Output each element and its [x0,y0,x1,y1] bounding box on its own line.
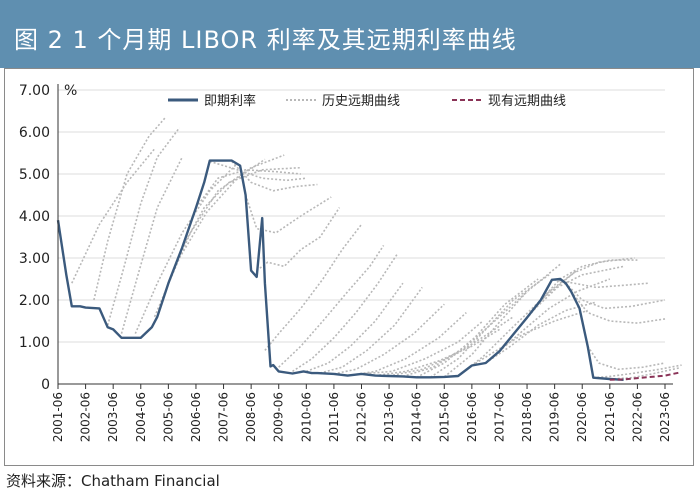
x-tick-labels: 2001-06 2002-06 2003-06 2004-06 2005-06 2006-… [51,392,672,442]
x-tick-label: 2001-06 [51,392,65,442]
x-tick-label: 2018-06 [520,392,534,442]
historical-forward-line [540,259,638,301]
x-tick-label: 2008-06 [244,392,258,442]
y-axis-unit: % [64,83,77,99]
historical-forward-line [430,274,550,378]
grid [58,89,665,343]
x-tick-label: 2014-06 [410,392,424,442]
historical-forward-line [231,160,318,192]
historical-forward-line [256,207,341,272]
axes [57,84,673,389]
x-tick-label: 2004-06 [134,392,148,442]
x-tick-label: 2009-06 [272,392,286,442]
x-tick-label: 2003-06 [106,392,120,442]
historical-forward-line [361,320,484,375]
x-tick-label: 2017-06 [492,392,506,442]
figure-title: 图 2 1 个月期 LIBOR 利率及其远期利率曲线 [14,26,517,54]
historical-forward-line [471,309,588,367]
historical-forward-line [244,194,332,234]
historical-forward-line [278,244,385,368]
x-tick-label: 2002-06 [79,392,93,442]
historical-forward-curves [71,116,682,380]
historical-forward-line [402,291,528,378]
x-tick-label: 2019-06 [548,392,562,442]
x-tick-label: 2007-06 [217,392,231,442]
historical-forward-line [526,257,635,319]
historical-forward-line [306,282,404,373]
x-tick-label: 2011-06 [327,392,341,442]
historical-forward-line [587,345,666,371]
x-tick-label: 2020-06 [575,392,589,442]
historical-forward-line [292,253,399,373]
y-tick-label: 0 [41,377,50,393]
legend-label: 即期利率 [204,93,256,109]
current-forward-line [609,371,680,381]
historical-forward-line [498,278,611,352]
spot-rate-series [56,159,624,381]
y-tick-label: 5.00 [19,167,50,183]
y-tick-label: 4.00 [19,209,50,225]
y-tick-label: 2.00 [19,293,50,309]
x-tick-label: 2010-06 [299,392,313,442]
historical-forward-line [554,279,649,289]
y-tick-labels: 7.00 6.00 5.00 4.00 3.00 2.00 1.00 0 [19,83,50,393]
historical-forward-line [167,154,285,284]
historical-forward-line [134,162,238,334]
historical-forward-line [93,116,167,301]
historical-forward-line [485,301,597,364]
historical-forward-line [512,265,624,335]
legend-label: 现有远期曲线 [488,94,566,109]
x-tick-label: 2016-06 [465,392,479,442]
historical-forward-line [457,269,578,377]
historical-forward-line [120,156,183,334]
x-tick-label: 2022-06 [630,392,644,442]
historical-forward-line [347,312,467,377]
x-tick-label: 2021-06 [603,392,617,442]
x-tick-label: 2013-06 [382,392,396,442]
historical-forward-line [264,223,363,351]
x-tick-label: 2006-06 [189,392,203,442]
historical-forward-line [570,291,666,324]
historical-forward-line [375,328,500,377]
chart-frame [4,68,694,466]
source-note: 资料来源：Chatham Financial [6,472,220,490]
title-bar: 图 2 1 个月期 LIBOR 利率及其远期利率曲线 [0,0,700,68]
x-tick-label: 2005-06 [161,392,175,442]
historical-forward-line [333,303,445,375]
historical-forward-line [443,263,561,378]
historical-forward-line [319,286,423,374]
y-tick-label: 7.00 [19,83,50,99]
y-tick-label: 6.00 [19,125,50,141]
historical-forward-line [609,367,679,380]
current-forward-series [609,371,680,381]
legend-label: 历史远期曲线 [322,94,400,109]
historical-forward-line [181,166,301,248]
x-tick-label: 2023-06 [658,392,672,442]
historical-forward-line [106,127,181,326]
y-tick-label: 1.00 [19,335,50,351]
y-tick-label: 3.00 [19,251,50,267]
spot-rate-line [56,159,624,381]
historical-forward-line [416,278,539,379]
historical-forward-line [153,158,266,318]
historical-forward-line [71,148,156,284]
historical-forward-line [195,168,301,209]
x-tick-label: 2012-06 [355,392,369,442]
x-tick-label: 2015-06 [437,392,451,442]
legend: 即期利率 历史远期曲线 现有远期曲线 [168,93,566,109]
